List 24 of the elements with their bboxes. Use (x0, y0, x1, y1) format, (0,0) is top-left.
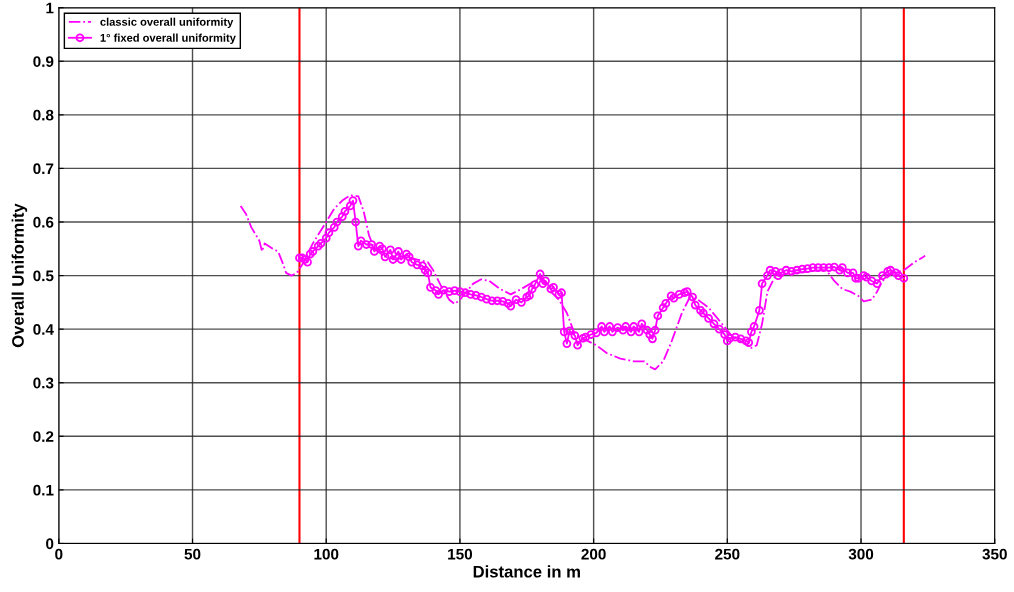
y-tick-label: 0 (46, 538, 54, 550)
legend-label: classic overall uniformity (100, 17, 234, 29)
y-tick-label: 0.1 (33, 484, 54, 496)
y-tick-label: 0.4 (33, 324, 54, 335)
y-tick-label: 0.3 (33, 377, 54, 389)
x-tick-label: 50 (184, 548, 201, 560)
x-tick-label: 0 (55, 548, 63, 560)
y-tick-label: 1 (46, 2, 54, 14)
line-series (239, 194, 927, 371)
x-tick-label: 150 (448, 548, 473, 560)
y-tick-label: 0.7 (33, 163, 54, 175)
y-axis-title: Overall Uniformity (11, 203, 28, 348)
legend-label: 1° fixed overall uniformity (100, 33, 236, 44)
x-axis-title: Distance in m (473, 565, 580, 578)
y-tick-label: 0.6 (33, 216, 54, 228)
y-tick-label: 0.5 (33, 270, 54, 282)
x-tick-label: 250 (715, 548, 740, 560)
x-tick-label: 100 (314, 548, 339, 560)
x-tick-label: 200 (581, 548, 606, 560)
x-tick-label: 350 (982, 548, 1007, 560)
y-tick-label: 0.9 (33, 56, 54, 67)
y-tick-label: 0.2 (33, 431, 54, 442)
y-tick-label: 0.8 (33, 109, 54, 121)
x-tick-label: 300 (848, 548, 874, 560)
